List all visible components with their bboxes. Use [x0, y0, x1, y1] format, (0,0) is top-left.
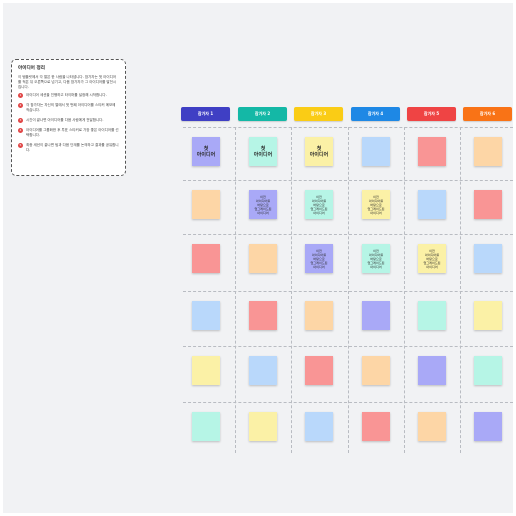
sticky-note[interactable]: 첫 아이디어	[305, 137, 333, 166]
step-text: 아이디어를 그룹화한 후 투표 스티커로 가장 좋은 아이디어를 선택합니다.	[26, 128, 119, 137]
sticky-note[interactable]	[192, 301, 220, 330]
sticky-note[interactable]	[362, 301, 390, 330]
instructions-title: 아이디어 정리	[18, 66, 45, 71]
sticky-note[interactable]	[418, 190, 446, 219]
step-number-badge: 4	[18, 128, 23, 133]
sticky-note[interactable]	[418, 412, 446, 441]
sticky-note[interactable]: 이전 아이디어를 바탕으로 업그레이드된 아이디어	[418, 244, 446, 273]
column-divider	[460, 127, 461, 453]
sticky-note[interactable]	[362, 412, 390, 441]
sticky-note[interactable]	[249, 412, 277, 441]
sticky-note[interactable]	[305, 412, 333, 441]
sticky-note[interactable]: 첫 아이디어	[192, 137, 220, 166]
sticky-note[interactable]	[474, 412, 502, 441]
sticky-note[interactable]	[192, 190, 220, 219]
sticky-note[interactable]	[418, 137, 446, 166]
sticky-note[interactable]	[474, 356, 502, 385]
column-divider	[291, 127, 292, 453]
sticky-note-text: 이전 아이디어를 바탕으로 업그레이드된 아이디어	[310, 248, 328, 269]
sticky-note[interactable]	[249, 356, 277, 385]
sticky-note[interactable]	[305, 356, 333, 385]
column-header-1[interactable]: 참가자 1	[181, 107, 230, 121]
step-text: 아이디어 세션을 진행하고 타이머를 설정해 시작합니다.	[26, 93, 107, 97]
sticky-note[interactable]	[362, 356, 390, 385]
sticky-note[interactable]: 첫 아이디어	[249, 137, 277, 166]
step-number-badge: 2	[18, 103, 23, 108]
column-header-2[interactable]: 참가자 2	[238, 107, 287, 121]
sticky-note[interactable]	[249, 244, 277, 273]
sticky-note-text: 이전 아이디어를 바탕으로 업그레이드된 아이디어	[254, 194, 272, 215]
sticky-note-text: 이전 아이디어를 바탕으로 업그레이드된 아이디어	[367, 248, 385, 269]
sticky-note[interactable]	[474, 244, 502, 273]
sticky-note[interactable]: 이전 아이디어를 바탕으로 업그레이드된 아이디어	[362, 244, 390, 273]
column-divider	[404, 127, 405, 453]
step-text: 시간이 끝나면 아이디어를 다음 사람에게 전달합니다.	[26, 118, 104, 122]
step-text: 각 참가자는 자신의 열에서 첫 번째 아이디어를 스티커 메모에 적습니다.	[26, 103, 116, 112]
whiteboard-canvas[interactable]: 아이디어 정리 이 템플릿에서 각 열은 한 사람을 나타냅니다. 참가자는 첫…	[3, 3, 513, 513]
sticky-note-text: 첫 아이디어	[309, 145, 329, 158]
instruction-step: 1 아이디어 세션을 진행하고 타이머를 설정해 시작합니다.	[18, 93, 119, 98]
step-number-badge: 5	[18, 143, 23, 148]
sticky-note[interactable]	[474, 137, 502, 166]
column-header-4[interactable]: 참가자 4	[351, 107, 400, 121]
instruction-step: 5 최종 세션이 끝나면 팀과 다음 단계를 논의하고 결과를 공유합니다.	[18, 143, 119, 153]
instructions-intro: 이 템플릿에서 각 열은 한 사람을 나타냅니다. 참가자는 첫 아이디어를 적…	[18, 75, 117, 89]
sticky-note-text: 이전 아이디어를 바탕으로 업그레이드된 아이디어	[310, 194, 328, 215]
sticky-note[interactable]	[418, 301, 446, 330]
sticky-note[interactable]: 이전 아이디어를 바탕으로 업그레이드된 아이디어	[305, 244, 333, 273]
step-text: 최종 세션이 끝나면 팀과 다음 단계를 논의하고 결과를 공유합니다.	[26, 143, 119, 152]
step-number-badge: 3	[18, 118, 23, 123]
sticky-note[interactable]	[362, 137, 390, 166]
sticky-note-text: 이전 아이디어를 바탕으로 업그레이드된 아이디어	[367, 194, 385, 215]
column-divider	[235, 127, 236, 453]
column-header-5[interactable]: 참가자 5	[407, 107, 456, 121]
instruction-step: 4 아이디어를 그룹화한 후 투표 스티커로 가장 좋은 아이디어를 선택합니다.	[18, 128, 119, 138]
sticky-note[interactable]	[305, 301, 333, 330]
sticky-note[interactable]: 이전 아이디어를 바탕으로 업그레이드된 아이디어	[249, 190, 277, 219]
instructions-card[interactable]: 아이디어 정리 이 템플릿에서 각 열은 한 사람을 나타냅니다. 참가자는 첫…	[11, 59, 126, 176]
instructions-steps: 1 아이디어 세션을 진행하고 타이머를 설정해 시작합니다. 2 각 참가자는 자신…	[18, 93, 119, 153]
sticky-note-text: 첫 아이디어	[196, 145, 216, 158]
sticky-note[interactable]	[192, 356, 220, 385]
column-divider	[348, 127, 349, 453]
sticky-note[interactable]	[192, 412, 220, 441]
column-header-3[interactable]: 참가자 3	[294, 107, 343, 121]
sticky-note[interactable]	[474, 190, 502, 219]
sticky-note-text: 첫 아이디어	[253, 145, 273, 158]
instruction-step: 3 시간이 끝나면 아이디어를 다음 사람에게 전달합니다.	[18, 118, 119, 123]
sticky-note[interactable]	[249, 301, 277, 330]
sticky-note[interactable]: 이전 아이디어를 바탕으로 업그레이드된 아이디어	[362, 190, 390, 219]
sticky-note[interactable]	[418, 356, 446, 385]
sticky-note[interactable]	[192, 244, 220, 273]
column-header-6[interactable]: 참가자 6	[463, 107, 512, 121]
sticky-note[interactable]: 이전 아이디어를 바탕으로 업그레이드된 아이디어	[305, 190, 333, 219]
sticky-note-text: 이전 아이디어를 바탕으로 업그레이드된 아이디어	[423, 248, 441, 269]
step-number-badge: 1	[18, 93, 23, 98]
sticky-note[interactable]	[474, 301, 502, 330]
